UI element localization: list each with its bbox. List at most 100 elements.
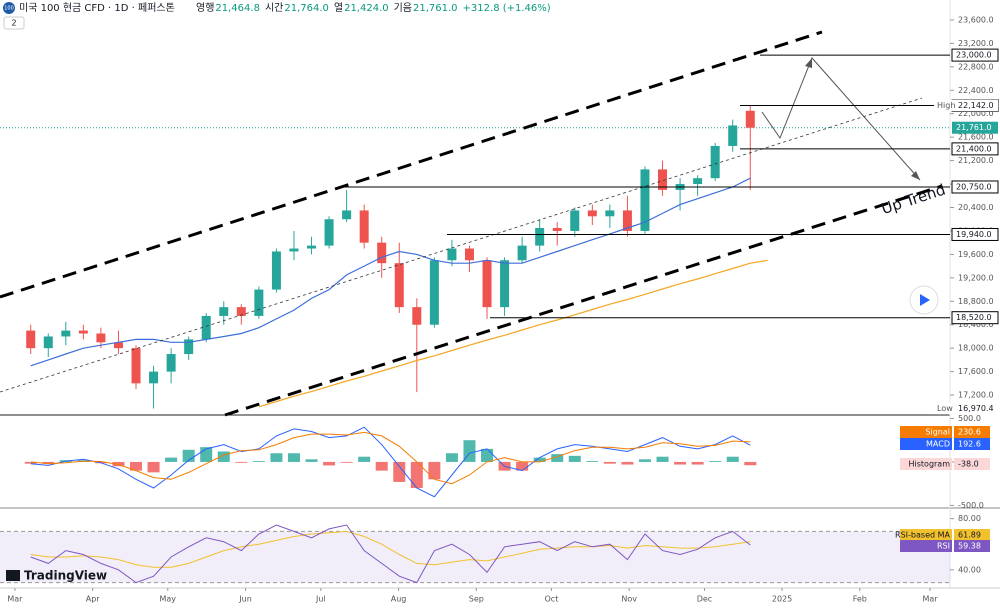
histogram-bar bbox=[252, 461, 265, 462]
arrow-head bbox=[911, 171, 920, 180]
candle-body bbox=[605, 210, 615, 217]
trend-channel-lower bbox=[224, 184, 943, 417]
legend-value: 192.6 bbox=[958, 440, 981, 449]
marker-badge bbox=[934, 99, 998, 112]
arrow-head bbox=[805, 58, 812, 68]
histogram-bar bbox=[323, 461, 336, 466]
y-tick-label: 17,600.0 bbox=[958, 367, 994, 376]
legend-value-bg bbox=[954, 458, 990, 470]
symbol: 미국 100 현금 CFD · 1D · 페퍼스톤 bbox=[19, 2, 175, 14]
candle-body bbox=[201, 315, 211, 340]
legend-name-bg bbox=[900, 458, 952, 470]
histogram-bar bbox=[481, 448, 494, 462]
candle-body bbox=[324, 219, 334, 246]
legend-name: RSI-based MA bbox=[895, 531, 950, 540]
ohlc-value: 21,464.8 bbox=[215, 3, 260, 14]
x-tick-label: Mar bbox=[7, 595, 23, 604]
histogram-bar bbox=[674, 461, 687, 465]
level-label: 20,750.0 bbox=[956, 182, 992, 191]
y-tick-label: 20,400.0 bbox=[958, 203, 994, 212]
y-tick-label: 22,400.0 bbox=[958, 86, 994, 95]
candle-body bbox=[447, 248, 457, 261]
candle-body bbox=[535, 228, 545, 246]
y-tick-label: 23,600.0 bbox=[958, 15, 994, 24]
indicator-badge[interactable] bbox=[3, 16, 25, 30]
y-tick-label: 18,000.0 bbox=[958, 344, 994, 353]
histogram-bar bbox=[375, 461, 388, 471]
candle-body bbox=[482, 260, 492, 308]
legend-value: 59.38 bbox=[958, 542, 981, 551]
play-icon bbox=[920, 294, 930, 306]
x-tick-label: Sep bbox=[469, 595, 484, 604]
legend-value: 61.89 bbox=[958, 531, 981, 540]
level-badge bbox=[951, 48, 999, 62]
last-price-badge bbox=[952, 121, 998, 134]
histogram-bar bbox=[726, 456, 739, 462]
y-tick-label: 21,200.0 bbox=[958, 156, 994, 165]
x-tick-label: Jul bbox=[315, 595, 326, 604]
y-tick-label: 22,000.0 bbox=[958, 109, 994, 118]
annotation: Up Trend bbox=[879, 180, 948, 218]
legend-value-bg bbox=[954, 426, 990, 438]
projection-arrow bbox=[761, 57, 921, 181]
histogram-bar bbox=[445, 453, 458, 462]
rsi-ma-line bbox=[30, 530, 751, 568]
legend-name-bg bbox=[900, 438, 952, 450]
legend-name: MACD bbox=[926, 440, 950, 449]
legend-name-bg bbox=[900, 540, 952, 552]
marker-label: High bbox=[937, 101, 955, 110]
ohlc-value: 21,424.0 bbox=[344, 3, 389, 14]
level-label: 19,940.0 bbox=[956, 230, 992, 239]
histogram-bar bbox=[217, 451, 230, 462]
candle-body bbox=[728, 125, 738, 146]
candle-body bbox=[570, 210, 580, 231]
histogram-bar bbox=[568, 455, 581, 462]
histogram-bar bbox=[305, 459, 318, 462]
histogram-bar bbox=[551, 454, 564, 462]
histogram-bar bbox=[656, 456, 669, 462]
legend-name-bg bbox=[900, 529, 952, 541]
candle-body bbox=[517, 245, 527, 261]
histogram-bar bbox=[428, 461, 441, 480]
histogram-bar bbox=[744, 461, 757, 466]
candle-body bbox=[254, 289, 264, 316]
histogram-bar bbox=[709, 461, 722, 462]
rsi-band bbox=[0, 531, 950, 583]
ohlc-value: 21,764.0 bbox=[284, 3, 329, 14]
candle-body bbox=[693, 178, 703, 185]
y-tick-label: 500.0 bbox=[958, 414, 981, 423]
marker-value: 22,142.0 bbox=[958, 101, 994, 110]
ohlc-label: 열 bbox=[334, 2, 343, 14]
candle-body bbox=[26, 330, 36, 349]
marker-label: Low bbox=[937, 404, 953, 413]
ohlc-value: 21,761.0 bbox=[413, 3, 458, 14]
candle-body bbox=[219, 307, 229, 316]
legend-value-bg bbox=[954, 438, 990, 450]
histogram-bar bbox=[182, 449, 195, 462]
candle-body bbox=[78, 330, 88, 334]
histogram-bar bbox=[516, 461, 529, 471]
candle-body bbox=[658, 169, 668, 190]
candle-body bbox=[113, 342, 123, 349]
histogram-bar bbox=[586, 461, 599, 462]
legend-name-bg bbox=[900, 426, 952, 438]
indicator-count: 2 bbox=[11, 19, 16, 28]
candle-body bbox=[342, 210, 352, 220]
y-tick-label: -500.0 bbox=[958, 501, 984, 510]
x-tick-label: Mar bbox=[922, 595, 938, 604]
histogram-bar bbox=[270, 453, 283, 462]
histogram-bar bbox=[603, 461, 616, 464]
y-tick-label: 19,200.0 bbox=[958, 273, 994, 282]
candle-body bbox=[552, 228, 562, 231]
candle-body bbox=[236, 307, 246, 316]
level-label: 18,520.0 bbox=[956, 313, 992, 322]
histogram-bar bbox=[235, 461, 248, 463]
ohlc-label: 영행 bbox=[196, 2, 214, 14]
y-tick-label: 19,600.0 bbox=[958, 250, 994, 259]
histogram-bar bbox=[410, 461, 423, 489]
candle-body bbox=[412, 307, 422, 325]
x-tick-label: Nov bbox=[621, 595, 637, 604]
candle-body bbox=[289, 248, 299, 252]
